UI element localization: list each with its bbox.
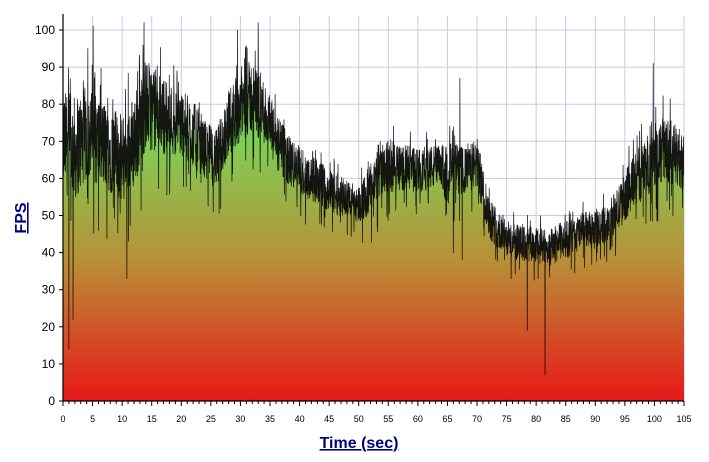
fps-series-line xyxy=(63,22,684,376)
fps-area-layer xyxy=(63,22,684,401)
x-tick-label: 25 xyxy=(206,414,216,424)
y-axis-title: FPS xyxy=(13,202,30,233)
y-tick-label: 30 xyxy=(42,283,56,297)
y-tick-label: 90 xyxy=(42,60,56,74)
x-tick-label: 5 xyxy=(90,414,95,424)
x-tick-label: 45 xyxy=(324,414,334,424)
x-tick-label: 105 xyxy=(676,414,691,424)
y-tick-label: 10 xyxy=(42,357,56,371)
x-tick-label: 15 xyxy=(147,414,157,424)
x-tick-label: 80 xyxy=(531,414,541,424)
y-tick-label: 60 xyxy=(42,171,56,185)
x-tick-label: 60 xyxy=(413,414,423,424)
y-tick-label: 40 xyxy=(42,246,56,260)
y-tick-label: 80 xyxy=(42,97,56,111)
x-tick-label: 35 xyxy=(265,414,275,424)
x-tick-label: 70 xyxy=(472,414,482,424)
x-tick-label: 100 xyxy=(647,414,662,424)
y-tick-label: 100 xyxy=(35,23,55,37)
x-tick-label: 95 xyxy=(620,414,630,424)
x-tick-label: 75 xyxy=(502,414,512,424)
axes xyxy=(59,14,685,406)
fps-line-layer xyxy=(63,22,684,376)
x-tick-labels: 0 5 10 15 20 25 30 35 40 45 50 55 60 65 70 75 80 85 90 95 10… xyxy=(60,414,691,424)
y-tick-label: 70 xyxy=(42,134,56,148)
x-tick-label: 40 xyxy=(295,414,305,424)
y-tick-label: 50 xyxy=(42,209,56,223)
x-tick-label: 55 xyxy=(383,414,393,424)
x-tick-label: 0 xyxy=(60,414,65,424)
x-tick-label: 10 xyxy=(117,414,127,424)
x-tick-label: 90 xyxy=(590,414,600,424)
x-tick-label: 50 xyxy=(354,414,364,424)
fps-area xyxy=(63,22,684,401)
x-tick-label: 85 xyxy=(561,414,571,424)
y-tick-label: 20 xyxy=(42,320,56,334)
x-axis-title: Time (sec) xyxy=(320,435,399,452)
x-tick-label: 20 xyxy=(176,414,186,424)
y-tick-label: 0 xyxy=(48,394,55,408)
x-tick-label: 30 xyxy=(235,414,245,424)
y-tick-labels: 0 10 20 30 40 50 60 70 80 90 100 xyxy=(35,23,55,408)
x-tick-label: 65 xyxy=(442,414,452,424)
